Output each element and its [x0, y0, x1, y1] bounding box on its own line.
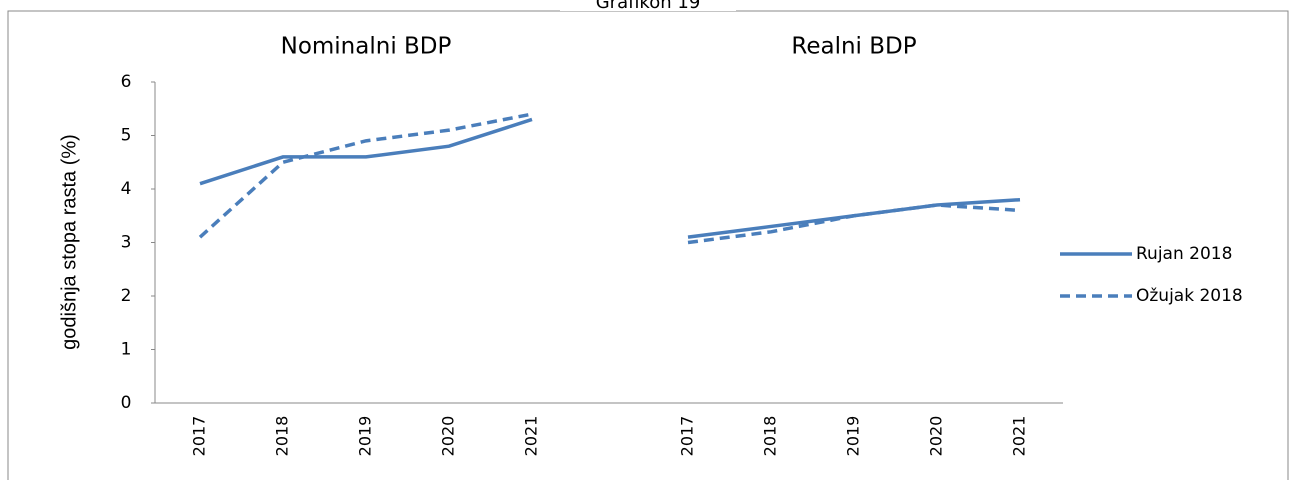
x-tick-label: 2018 [273, 416, 292, 457]
x-tick-label: 2021 [522, 416, 541, 457]
y-tick-label: 5 [121, 126, 132, 146]
x-tick-label: 2021 [1010, 416, 1029, 457]
page-title: Grafikon 19 [596, 0, 701, 13]
series-line [199, 117, 533, 186]
x-tick-label: 2019 [356, 416, 375, 457]
series-line [687, 197, 1021, 239]
x-tick-label: 2019 [844, 416, 863, 457]
legend-label: Rujan 2018 [1136, 244, 1232, 264]
x-tick-label: 2017 [678, 416, 697, 457]
y-tick-label: 3 [121, 233, 132, 253]
chart-frame [7, 10, 1289, 484]
series-line [198, 112, 533, 239]
y-tick-label: 0 [121, 393, 132, 413]
x-tick-label: 2020 [927, 416, 946, 457]
panel-title: Nominalni BDP [281, 34, 452, 60]
y-tick-label: 6 [121, 72, 132, 92]
y-tick-label: 2 [121, 286, 132, 306]
x-tick-label: 2017 [190, 416, 209, 457]
panel-title: Realni BDP [791, 34, 916, 60]
legend-label: Ožujak 2018 [1136, 286, 1243, 306]
y-axis-label: godišnja stopa rasta (%) [58, 134, 80, 350]
x-tick-label: 2020 [439, 416, 458, 457]
series-line [687, 203, 1021, 245]
y-tick-label: 1 [121, 340, 132, 360]
title-backdrop [560, 0, 736, 11]
y-tick-label: 4 [121, 179, 132, 199]
x-tick-label: 2018 [761, 416, 780, 457]
